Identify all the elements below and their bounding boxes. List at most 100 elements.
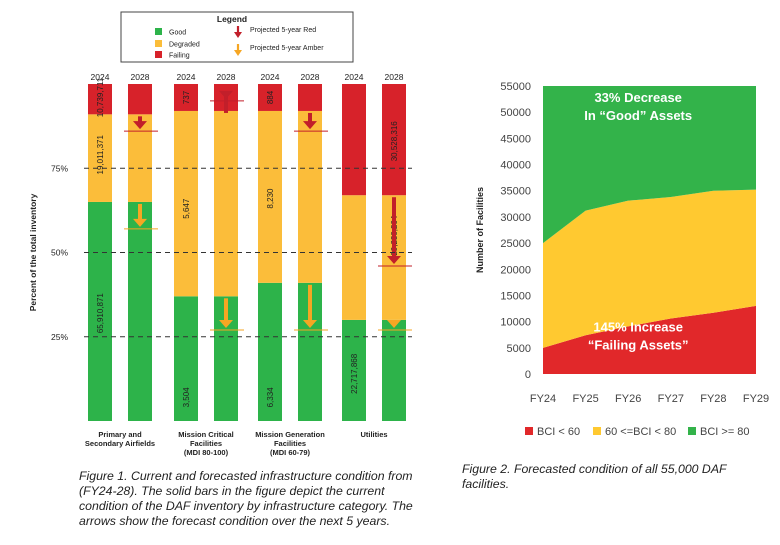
bar-value-label: 10,739,711 [96, 77, 105, 117]
bar-segment-degraded [258, 110, 282, 283]
figure2-caption: Figure 2. Forecasted condition of all 55… [462, 462, 727, 491]
y-tick-label: 10000 [500, 317, 531, 329]
x-tick-label: FY26 [615, 393, 641, 405]
bar-year-label: 2024 [261, 72, 280, 82]
figure1-caption: Figure 1. Current and forecasted infrast… [79, 469, 413, 528]
legend-swatch-yellow [593, 427, 601, 435]
bar-value-label: 19,011,371 [96, 135, 105, 175]
legend-swatch-good [155, 28, 162, 35]
y-tick-label: 30000 [500, 212, 531, 224]
y-tick-label: 5000 [507, 343, 531, 355]
y-tick-label: 15000 [500, 290, 531, 302]
legend-swatch-failing [155, 51, 162, 58]
projected-amber-arrow-head [387, 320, 401, 329]
bar-segment-failing [342, 84, 366, 196]
bar-year-label: 2028 [301, 72, 320, 82]
y-tick-label: 35000 [500, 186, 531, 198]
group-label: Mission Critical [178, 430, 233, 439]
bar-segment-degraded [214, 110, 238, 297]
bar-year-label: 2024 [91, 72, 110, 82]
y-tick-label: 25% [51, 332, 68, 342]
legend-label-yellow: 60 <=BCI < 80 [605, 426, 676, 438]
y-tick-label: 25000 [500, 238, 531, 250]
bar-value-label: 3,504 [182, 387, 191, 408]
x-tick-label: FY28 [700, 393, 726, 405]
bar-segment-good [258, 282, 282, 421]
figure1-chart: Percent of the total inventory Legend Good… [28, 11, 412, 457]
group-label: (MDI 60-79) [270, 448, 311, 457]
bar-segment-failing [88, 84, 112, 115]
bar-segment-failing [128, 84, 152, 115]
y-tick-label: 40000 [500, 160, 531, 172]
bar-value-label: 30,528,316 [390, 121, 399, 162]
bar-value-label: 737 [182, 90, 191, 104]
area-series-green [543, 86, 756, 244]
y-tick-label: 75% [51, 163, 68, 173]
projected-amber-arrow-head [303, 320, 317, 329]
area-series-red [543, 305, 756, 374]
bar-year-label: 2024 [345, 72, 364, 82]
bar-segment-degraded [174, 110, 198, 297]
bar-segment-failing [382, 84, 406, 196]
legend-arrow-head-arrow_amber [234, 50, 242, 56]
group-label: Secondary Airfields [85, 439, 155, 448]
y-tick-label: 45000 [500, 133, 531, 145]
projected-red-arrow-head [387, 255, 401, 264]
bar-year-label: 2028 [131, 72, 150, 82]
bar-segment-failing [298, 84, 322, 111]
bar-value-label: 8,230 [266, 188, 275, 209]
x-tick-label: FY25 [572, 393, 598, 405]
bar-segment-failing [174, 84, 198, 111]
bar-value-label: 22,717,868 [350, 353, 359, 394]
y-tick-label: 0 [525, 369, 531, 381]
y-tick-label: 50000 [500, 107, 531, 119]
legend-label-arrow_red: Projected 5-year Red [250, 27, 316, 34]
bar-year-label: 2028 [217, 72, 236, 82]
legend-label-red: BCI < 60 [537, 426, 580, 438]
projected-amber-arrow-head [133, 218, 147, 227]
y-tick-label: 50% [51, 248, 68, 258]
x-tick-label: FY24 [530, 393, 556, 405]
bar-value-label: 6,334 [266, 387, 275, 408]
group-label: Facilities [274, 439, 306, 448]
legend-label-green: BCI >= 80 [700, 426, 750, 438]
annotation-text: In “Good” Assets [584, 108, 692, 123]
legend-label-degraded: Degraded [169, 42, 200, 49]
bar-segment-good [174, 296, 198, 421]
x-tick-label: FY27 [658, 393, 684, 405]
projected-red-arrow-head [219, 90, 233, 99]
legend-title: Legend [217, 14, 247, 24]
legend-label-failing: Failing [169, 53, 190, 60]
group-label: (MDI 80-100) [184, 448, 229, 457]
legend-swatch-green [688, 427, 696, 435]
annotation-text: 33% Decrease [594, 90, 681, 105]
group-label: Utilities [360, 430, 387, 439]
bar-segment-degraded [88, 114, 112, 202]
annotation-text: “Failing Assets” [588, 338, 689, 353]
annotation-text: 145% Increase [593, 320, 683, 335]
projected-red-arrow-head [303, 121, 317, 130]
area-series-yellow [543, 189, 756, 348]
bar-value-label: 5,647 [182, 198, 191, 219]
projected-red-arrow-head [133, 121, 147, 130]
group-label: Primary and [98, 430, 142, 439]
bar-value-label: 65,910,871 [96, 293, 105, 334]
y-tick-label: 20000 [500, 264, 531, 276]
group-label: Facilities [190, 439, 222, 448]
projected-amber-arrow-head [219, 320, 233, 329]
bar-segment-degraded [342, 195, 366, 320]
y-tick-label: 55000 [500, 81, 531, 93]
bar-year-label: 2024 [177, 72, 196, 82]
bar-segment-good [128, 201, 152, 421]
x-tick-label: FY29 [743, 393, 769, 405]
bar-segment-degraded [298, 110, 322, 283]
bar-segment-good [382, 319, 406, 421]
y-axis-title: Percent of the total inventory [28, 193, 38, 311]
y-axis-title: Number of Facilities [475, 187, 485, 273]
bar-segment-failing [258, 84, 282, 111]
legend-swatch-degraded [155, 40, 162, 47]
legend-label-good: Good [169, 30, 186, 37]
group-label: Mission Generation [255, 430, 325, 439]
bar-value-label: 884 [266, 90, 275, 104]
